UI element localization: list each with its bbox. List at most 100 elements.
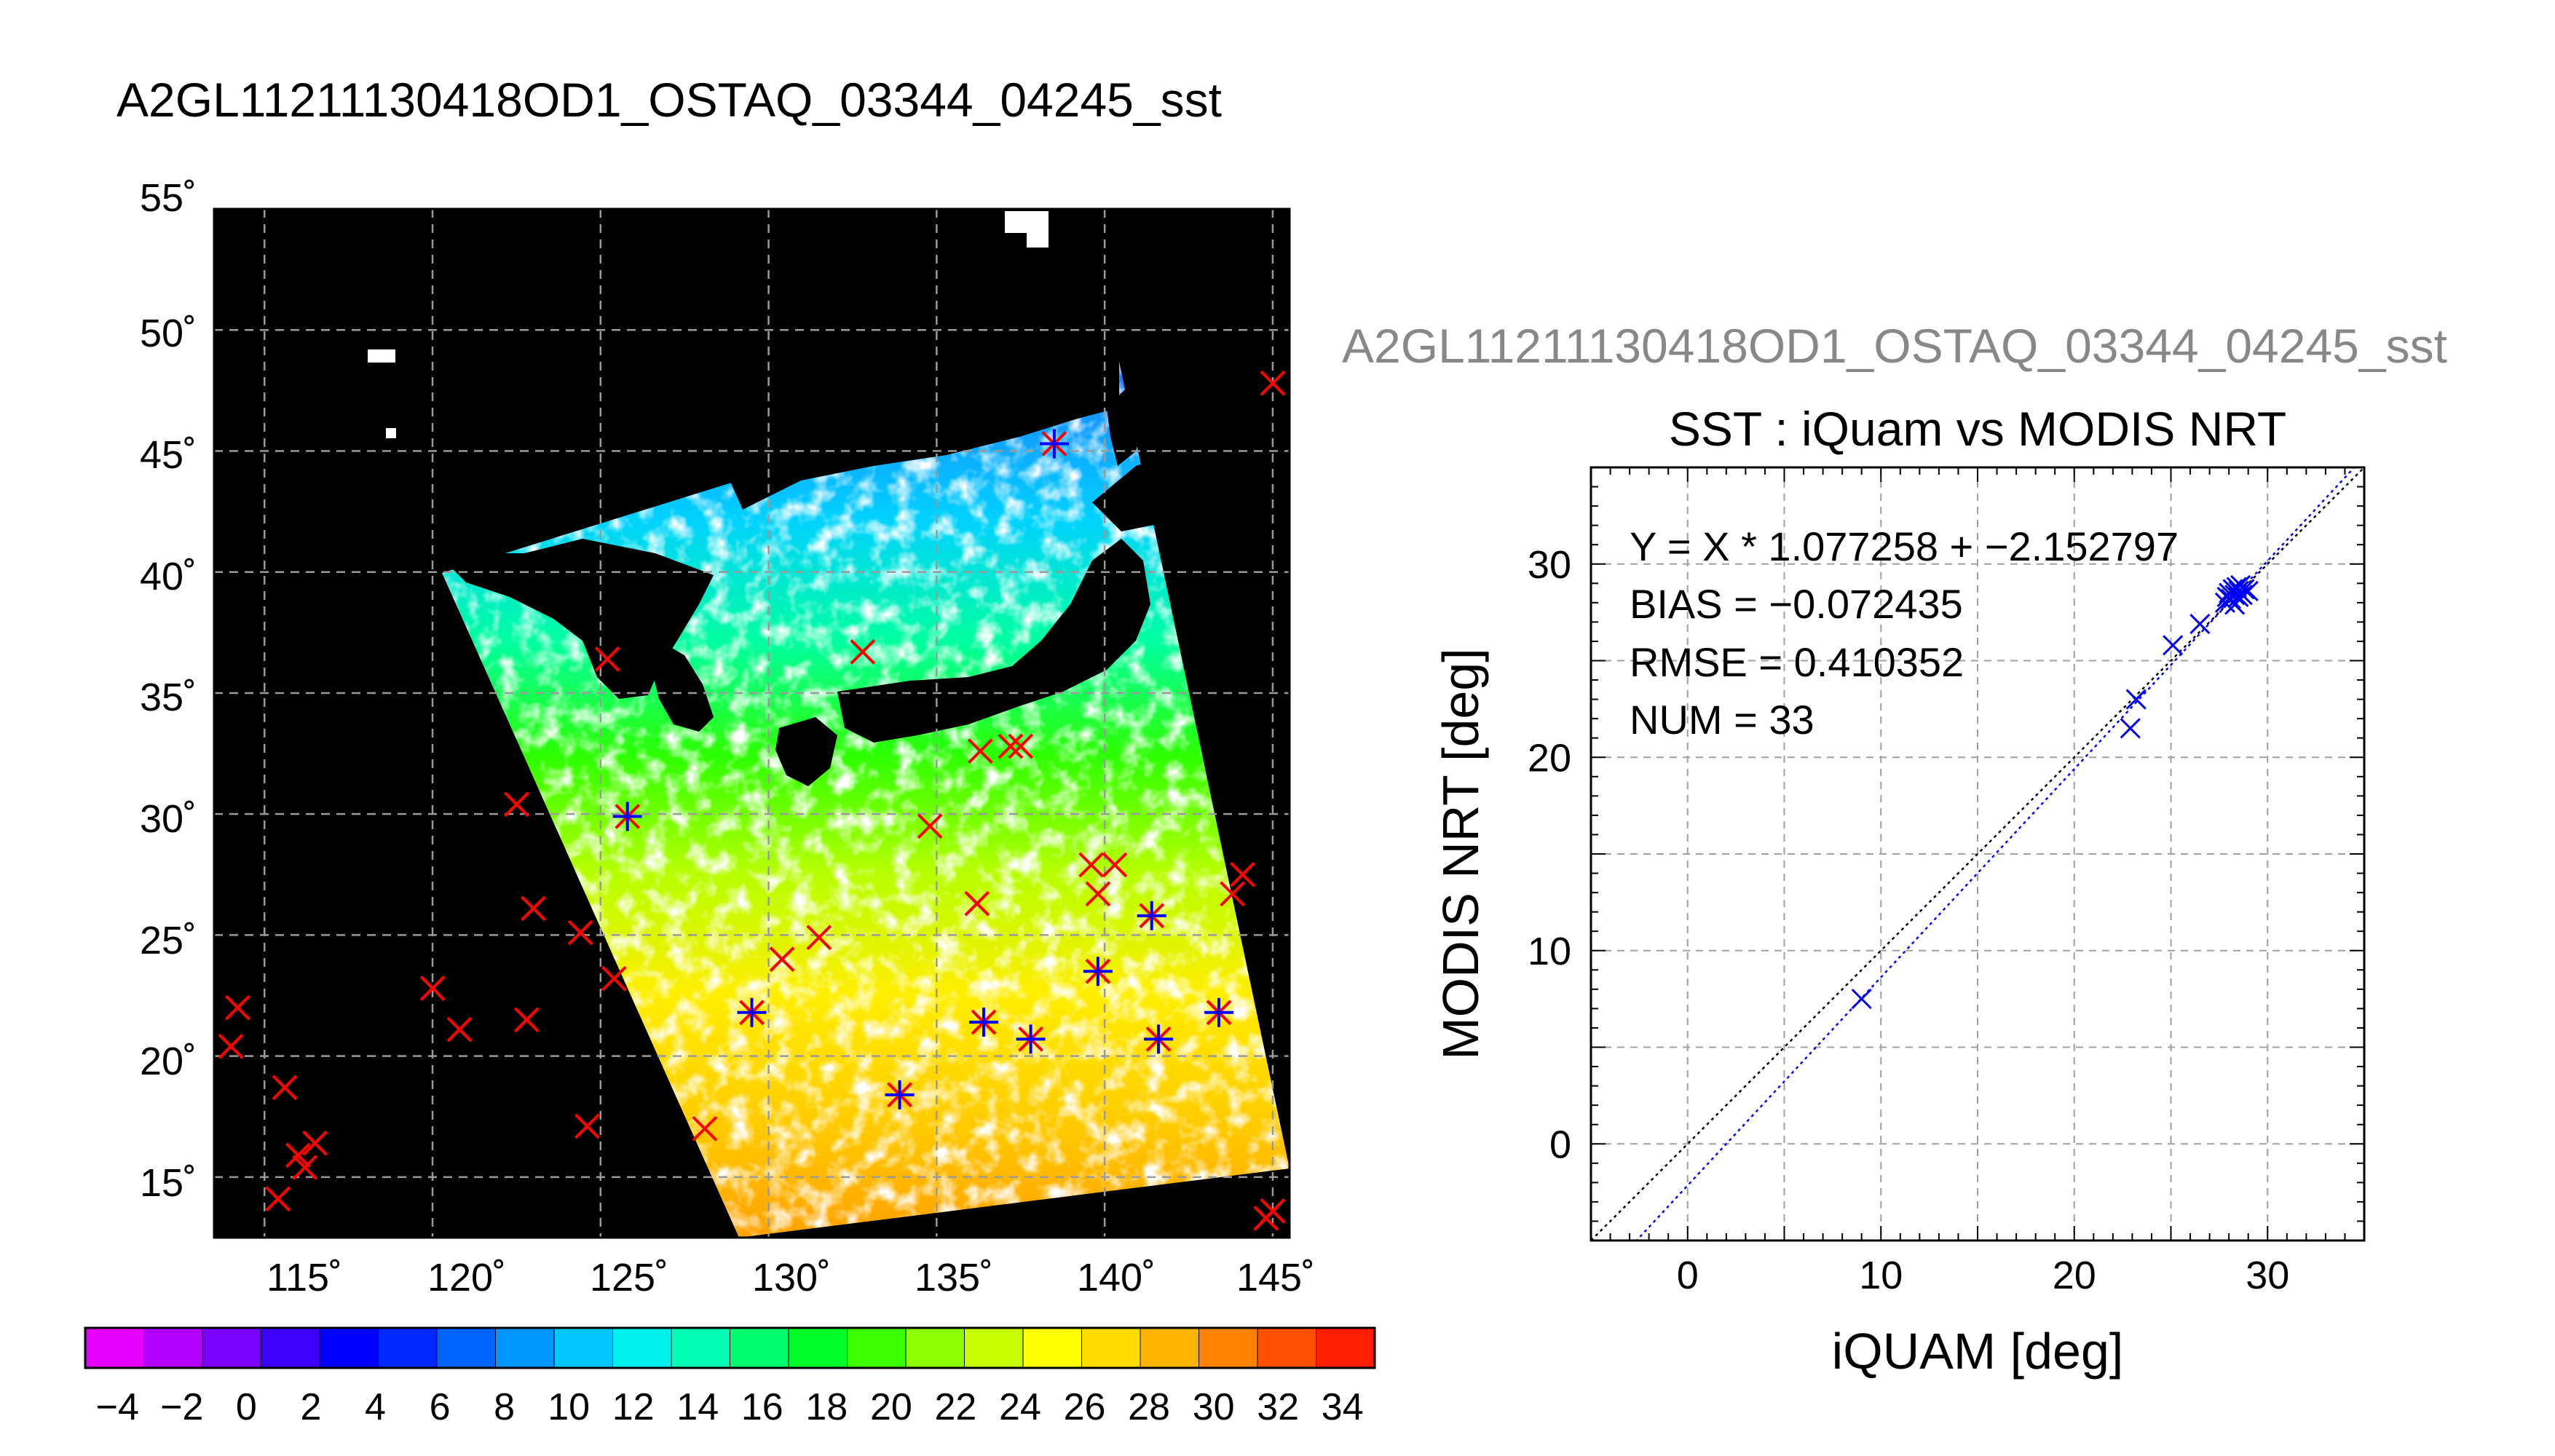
map-point-red xyxy=(967,738,993,764)
map-point-red xyxy=(302,1130,328,1156)
map-point-red xyxy=(769,946,795,973)
scatter-point xyxy=(2125,689,2147,710)
scatter-points xyxy=(1851,574,2259,1010)
map-point-red xyxy=(446,1016,473,1042)
colorbar-cell xyxy=(1022,1327,1083,1369)
colorbar-cell xyxy=(730,1327,790,1369)
lon-tick-label: 140˚ xyxy=(1077,1256,1156,1299)
map-point-red xyxy=(1078,852,1105,878)
scatter-point xyxy=(2163,635,2184,656)
lat-tick-label: 45˚ xyxy=(140,433,197,477)
colorbar-tick-label: 12 xyxy=(612,1386,655,1428)
scatter-x-tick-label: 30 xyxy=(2246,1254,2289,1297)
map-point-red xyxy=(218,1033,244,1059)
map-point-blue xyxy=(1137,901,1166,930)
colorbar-tick-label: 10 xyxy=(548,1386,590,1428)
land-korea-peninsula xyxy=(652,641,714,732)
scatter-title: SST : iQuam vs MODIS NRT xyxy=(1669,402,2286,456)
scatter-point xyxy=(2120,718,2141,739)
map-point-blue xyxy=(1016,1024,1046,1054)
map-point-red xyxy=(806,925,832,951)
cloud-speck xyxy=(1005,211,1049,233)
scatter-point xyxy=(2234,579,2255,600)
map-point-red xyxy=(601,965,627,992)
scatter-y-axis-label: MODIS NRT [deg] xyxy=(1432,648,1489,1059)
colorbar: −4 −2 0 2 4 6 8 10 12 14 16 18 20 22 24 26 28 30 32 34 xyxy=(84,1326,1376,1428)
scatter-x-tick-labels: 0 10 20 30 xyxy=(1677,1254,2290,1297)
map-point-red xyxy=(292,1155,318,1180)
colorbar-cell xyxy=(612,1327,673,1369)
land-japan-honshu xyxy=(837,539,1150,743)
lon-tick-label: 135˚ xyxy=(915,1256,993,1299)
land-japan-hokkaido xyxy=(1092,451,1209,531)
lon-tick-label: 145˚ xyxy=(1236,1256,1315,1299)
map-point-red xyxy=(1220,881,1245,907)
scatter-header: A2GL11211130418OD1_OSTAQ_03344_04245_sst xyxy=(1342,319,2447,373)
map-lat-tick-labels: 55˚ 50˚ 45˚ 40˚ 35˚ 30˚ 25˚ 20˚ 15˚ xyxy=(140,176,197,1205)
colorbar-cell xyxy=(964,1327,1024,1369)
map-point-blue xyxy=(885,1080,915,1109)
map-lon-tick-labels: 115˚ 120˚ 125˚ 130˚ 135˚ 140˚ 145˚ xyxy=(266,1256,1315,1299)
map-red-markers xyxy=(218,370,1286,1231)
lat-tick-label: 35˚ xyxy=(140,676,197,719)
colorbar-cell xyxy=(553,1327,614,1369)
colorbar-cell xyxy=(1140,1327,1200,1369)
map-point-red xyxy=(503,791,529,818)
lat-tick-label: 20˚ xyxy=(140,1040,197,1083)
cloud-speck xyxy=(1027,232,1049,248)
map-point-red xyxy=(594,646,620,672)
colorbar-tick-label: −4 xyxy=(96,1386,139,1428)
scatter-x-tick-label: 0 xyxy=(1677,1254,1699,1297)
scatter-frame xyxy=(1590,466,2366,1242)
colorbar-cell xyxy=(436,1327,497,1369)
colorbar-cell xyxy=(1198,1327,1259,1369)
map-point-red xyxy=(1260,370,1286,396)
lon-tick-label: 125˚ xyxy=(590,1256,668,1299)
scatter-x-tick-label: 10 xyxy=(1859,1254,1903,1297)
colorbar-tick-label: 14 xyxy=(676,1386,719,1428)
colorbar-tick-label: 4 xyxy=(365,1386,386,1428)
scatter-point xyxy=(1851,989,1872,1010)
map-point-red xyxy=(513,1007,540,1033)
map-frame xyxy=(213,207,1291,1239)
map-point-red xyxy=(265,1186,291,1212)
colorbar-cell xyxy=(202,1327,262,1369)
colorbar-cell xyxy=(788,1327,848,1369)
colorbar-tick-label: −2 xyxy=(160,1386,203,1428)
map-title: A2GL11211130418OD1_OSTAQ_03344_04245_sst xyxy=(117,73,1222,127)
scatter-point xyxy=(2189,613,2211,635)
map-point-blue xyxy=(1083,957,1113,986)
colorbar-cell xyxy=(84,1327,145,1369)
colorbar-cell xyxy=(1257,1327,1317,1369)
scatter-y-tick-label: 10 xyxy=(1528,930,1571,973)
map-point-red xyxy=(1008,733,1034,759)
colorbar-frame xyxy=(84,1326,1376,1369)
land-sakhalin xyxy=(1107,379,1147,466)
map-point-red xyxy=(1229,861,1255,887)
colorbar-cell xyxy=(319,1327,379,1369)
colorbar-cell xyxy=(495,1327,556,1369)
scatter-plot: Y = X * 1.077258 + −2.152797 BIAS = −0.0… xyxy=(1590,466,2366,1242)
lat-tick-label: 15˚ xyxy=(140,1161,197,1205)
map-point-red xyxy=(419,976,446,1001)
colorbar-cell xyxy=(847,1327,907,1369)
colorbar-tick-label: 32 xyxy=(1257,1386,1299,1428)
lon-tick-label: 130˚ xyxy=(752,1256,831,1299)
colorbar-tick-label: 0 xyxy=(236,1386,257,1428)
colorbar-tick-label: 16 xyxy=(741,1386,783,1428)
map-point-blue xyxy=(968,1008,998,1037)
colorbar-cell xyxy=(261,1327,321,1369)
map-point-red xyxy=(521,895,546,922)
map-point-red xyxy=(998,733,1024,759)
colorbar-cells xyxy=(84,1327,1376,1369)
colorbar-tick-labels: −4 −2 0 2 4 6 8 10 12 14 16 18 20 22 24 26 28 30 32 34 xyxy=(96,1386,1364,1428)
lat-tick-label: 40˚ xyxy=(140,555,197,598)
land-korea-mainland xyxy=(437,539,714,699)
lat-tick-label: 30˚ xyxy=(140,797,197,841)
scatter-y-tick-label: 30 xyxy=(1528,543,1571,587)
colorbar-cell xyxy=(378,1327,438,1369)
colorbar-tick-label: 20 xyxy=(870,1386,912,1428)
map-gridlines xyxy=(214,207,1290,1238)
map-plot xyxy=(213,207,1291,1239)
